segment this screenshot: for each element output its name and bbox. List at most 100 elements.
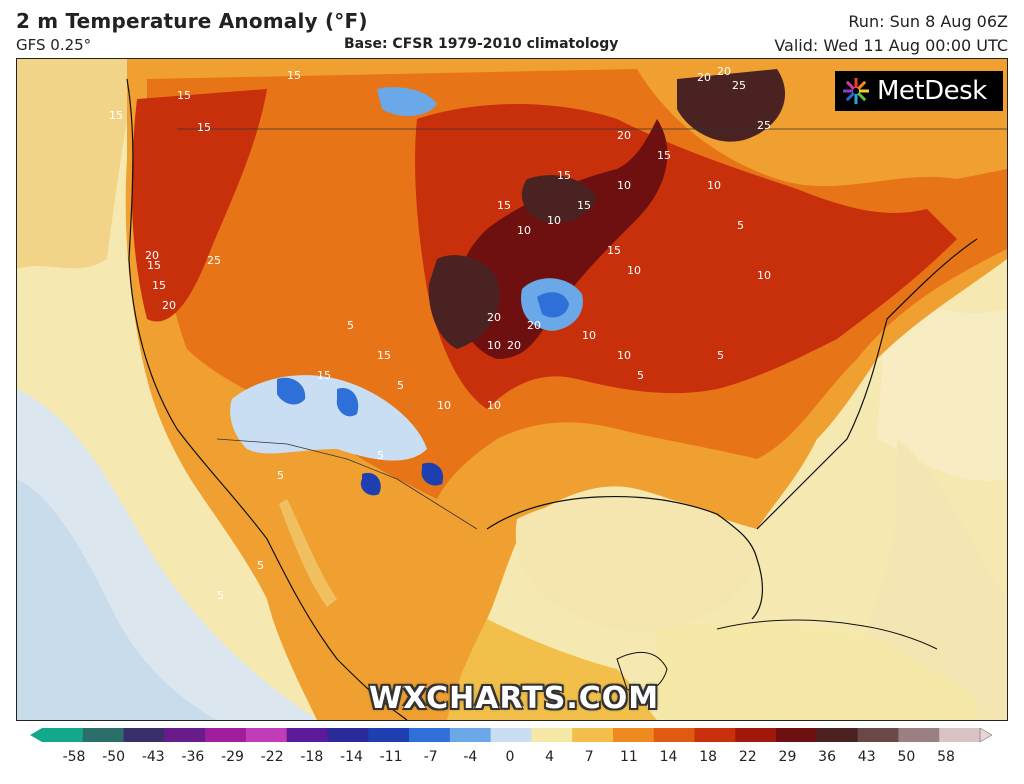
plains-cool-core	[537, 292, 569, 318]
colorbar-segment	[490, 728, 532, 742]
colorbar-segment	[42, 728, 84, 742]
colorbar-segment	[327, 728, 369, 742]
contour-label: 5	[717, 349, 724, 362]
colorbar-tick-label: 11	[619, 749, 638, 765]
cuba-outline	[716, 619, 938, 650]
colorbar-segment	[653, 728, 696, 742]
colorbar-segment	[449, 728, 492, 742]
contour-label: 5	[737, 219, 744, 232]
contour-label: 20	[617, 129, 631, 142]
contour-label: 15	[497, 199, 511, 212]
colorbar-tick-label: -43	[141, 749, 165, 765]
colorbar-tick-label: 18	[699, 749, 718, 765]
contour-label: 10	[707, 179, 721, 192]
contour-label: 15	[197, 121, 211, 134]
colorbar-tick-label: -58	[62, 749, 86, 765]
canada-extreme-core	[677, 69, 786, 142]
colorbar-tick-label: -36	[181, 749, 205, 765]
metdesk-logo-text: MetDesk	[877, 76, 987, 106]
colorbar-tick-label: 36	[818, 749, 836, 765]
caribbean-sea	[657, 622, 977, 720]
metdesk-logo-icon	[843, 78, 869, 104]
contour-label: 20	[717, 65, 731, 78]
contour-label: 10	[627, 264, 641, 277]
gulf-coastline	[486, 495, 763, 620]
colorbar-segment	[164, 728, 206, 742]
colorbar-tick-label: -29	[221, 749, 244, 765]
contour-label: 15	[152, 279, 166, 292]
pacific-cool-region-2	[17, 479, 217, 720]
contour-label: 15	[607, 244, 621, 257]
colorbar-tick-label: 50	[897, 749, 916, 765]
southern-mexico-region	[447, 619, 657, 720]
colorbar-segment	[245, 728, 288, 742]
colorbar-tick-label: 7	[584, 749, 594, 765]
contour-label: 15	[557, 169, 571, 182]
colorbar-segment	[531, 728, 573, 742]
canada-cool-patch	[377, 87, 437, 116]
contour-label: 20	[145, 249, 159, 262]
southwest-cool-core-1	[277, 377, 306, 405]
contour-label: 15	[577, 199, 591, 212]
colorbar-segment	[816, 728, 859, 742]
contour-label: 15	[287, 69, 301, 82]
colorbar-segment	[368, 728, 410, 742]
contour-label: 5	[377, 449, 384, 462]
colorbar-tick-label: -4	[463, 749, 478, 765]
colorbar-segment	[939, 728, 981, 742]
valid-time-label: Valid: Wed 11 Aug 00:00 UTC	[774, 36, 1008, 55]
climatology-base-label: Base: CFSR 1979-2010 climatology	[344, 36, 619, 52]
contour-label: 15	[317, 369, 331, 382]
colorbar-segment	[205, 728, 247, 742]
colorbar-segment	[612, 728, 655, 742]
contour-label: 20	[162, 299, 176, 312]
contour-label: 15	[377, 349, 391, 362]
pacific-coastline	[126, 78, 408, 720]
colorbar-tick-label: 0	[505, 749, 515, 765]
metdesk-logo: MetDesk	[835, 71, 1003, 111]
colorbar-tick-label: -14	[340, 749, 363, 765]
mexico-cool-core	[360, 472, 381, 496]
contour-label: 5	[637, 369, 644, 382]
colorbar-tick-label: -7	[423, 749, 438, 765]
chart-header: 2 m Temperature Anomaly (°F) GFS 0.25° B…	[0, 0, 1024, 58]
colorbar	[30, 728, 992, 742]
contour-label: 10	[617, 349, 631, 362]
colorbar-segment	[82, 728, 125, 742]
contour-label: 5	[397, 379, 404, 392]
contour-label: 25	[757, 119, 771, 132]
wxcharts-watermark: WXCHARTS.COM	[369, 681, 660, 716]
colorbar-right-arrow	[979, 728, 992, 742]
contour-label: 15	[657, 149, 671, 162]
colorbar-segment	[123, 728, 165, 742]
dakota-extreme-core	[521, 175, 597, 223]
temperature-anomaly-map: 15 15 15 15 20 25 20 25 20 15 15 15 20 20 25 15 15 10 15 10…	[16, 58, 1008, 721]
contour-label: 15	[109, 109, 123, 122]
gulf-of-mexico	[515, 495, 757, 632]
contour-label: 20	[527, 319, 541, 332]
colorbar-segment	[735, 728, 777, 742]
colorbar-left-arrow	[30, 728, 42, 742]
plains-extreme-warm-region	[454, 119, 668, 359]
colorbar-tick-label: 58	[937, 749, 955, 765]
contour-label: 10	[487, 399, 501, 412]
run-time-label: Run: Sun 8 Aug 06Z	[848, 12, 1008, 31]
contour-label: 10	[487, 339, 501, 352]
contour-label: 10	[547, 214, 561, 227]
colorbar-segment	[694, 728, 736, 742]
colorbar-segment	[409, 728, 451, 742]
contour-label: 5	[217, 589, 224, 602]
atlantic-region	[877, 289, 1007, 481]
colorbar-tick-label: -11	[379, 749, 403, 765]
us-mexico-border	[216, 438, 478, 530]
contour-label: 10	[617, 179, 631, 192]
colorbar-segment	[898, 728, 940, 742]
contour-label: 5	[277, 469, 284, 482]
contour-label: 5	[257, 559, 264, 572]
colorbar-segment	[572, 728, 614, 742]
colorbar-tick-label: 14	[659, 749, 678, 765]
colorbar-tick-label: -50	[102, 749, 126, 765]
contour-label: 5	[347, 319, 354, 332]
colorbar-tick-label: -18	[300, 749, 324, 765]
